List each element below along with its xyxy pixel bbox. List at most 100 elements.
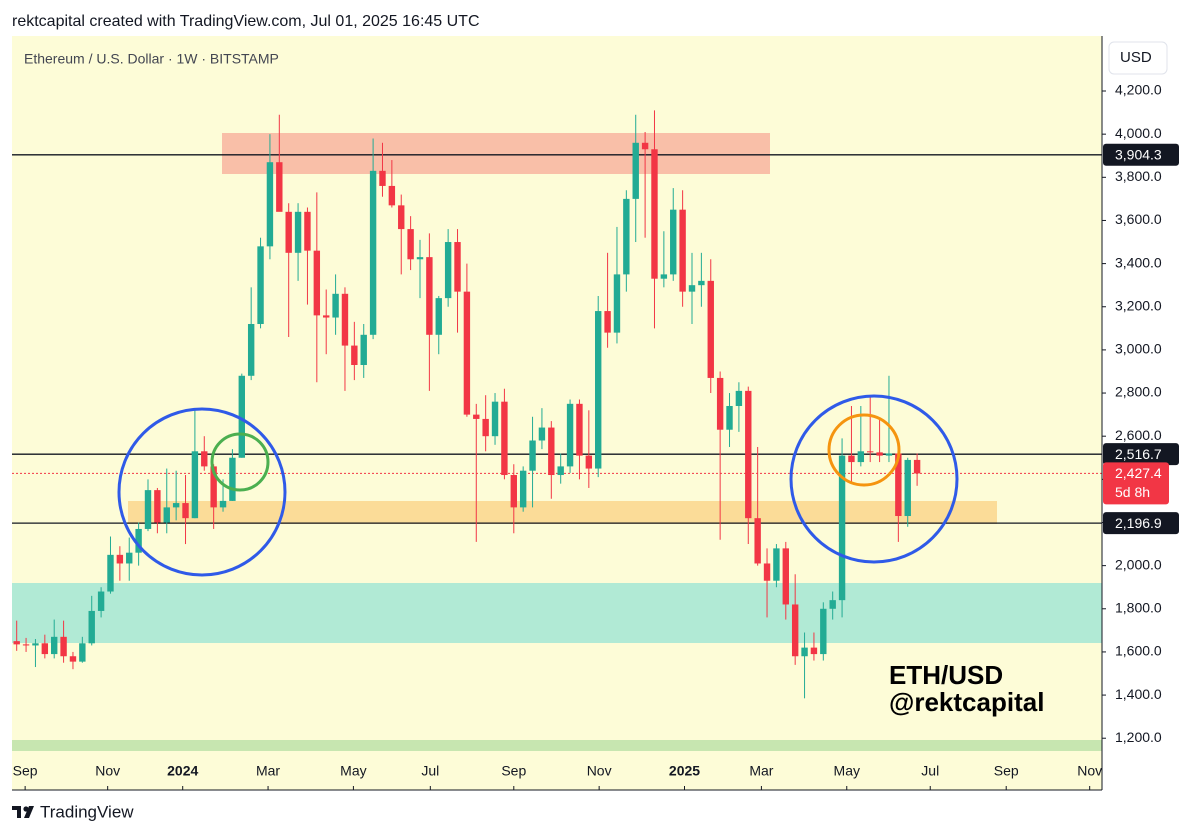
candle-body: [388, 185, 396, 206]
x-tick-label: Jul: [421, 763, 439, 779]
candle-body: [154, 490, 161, 523]
candle-body: [379, 170, 386, 186]
logo: [12, 806, 34, 818]
last-price-badge: [1103, 462, 1169, 505]
candle-body: [604, 311, 611, 333]
candle-body: [88, 610, 95, 644]
candle-body: [332, 293, 339, 318]
bottom-zone: [12, 740, 1102, 751]
candle-body: [754, 518, 761, 564]
candle-body: [276, 162, 283, 212]
candle-body: [876, 452, 883, 456]
demand-zone: [128, 501, 997, 524]
chart-title: Ethereum / U.S. Dollar · 1W · BITSTAMP: [24, 51, 279, 67]
y-tick-label: 2,000.0: [1115, 556, 1162, 572]
candle-body: [688, 285, 696, 292]
candle-body: [848, 455, 855, 463]
candle-body: [210, 466, 217, 508]
candle-body: [566, 403, 574, 467]
candle-body: [895, 453, 902, 517]
candle-body: [266, 162, 274, 247]
candle-body: [416, 257, 424, 260]
candle-body: [773, 548, 780, 581]
candle-body: [670, 209, 677, 275]
candle-body: [219, 500, 227, 508]
candle-body: [294, 211, 302, 253]
candle-body: [763, 563, 771, 581]
watermark: ETH/USD: [889, 660, 1003, 690]
currency-button[interactable]: [1108, 41, 1168, 75]
highlight-circle: [827, 413, 901, 487]
y-tick-label: 4,000.0: [1115, 125, 1162, 141]
x-tick-label: Sep: [501, 763, 526, 779]
candle-body: [557, 466, 564, 476]
level-label: 2,516.7: [1115, 446, 1162, 462]
candle-body: [191, 451, 199, 519]
x-tick-label: Mar: [256, 763, 280, 779]
candle-body: [576, 403, 583, 456]
highlight-circle: [117, 407, 287, 577]
candle-body: [22, 644, 30, 646]
candle-body: [782, 548, 789, 605]
candle-body: [144, 490, 152, 529]
candle-body: [735, 390, 743, 406]
candle-body: [510, 475, 517, 508]
x-tick-label: 2025: [669, 763, 700, 779]
countdown-label: 5d 8h: [1115, 484, 1150, 500]
candle-body: [745, 390, 752, 519]
candle-body: [810, 647, 818, 655]
candle-body: [313, 250, 321, 316]
candle-body: [829, 600, 836, 609]
candle-body: [548, 427, 555, 476]
candle-body: [238, 375, 245, 458]
candle-body: [351, 345, 358, 365]
candle-body: [585, 455, 593, 469]
candle-body: [304, 211, 311, 251]
y-tick-label: 1,600.0: [1115, 643, 1162, 659]
level-badge: [1103, 143, 1179, 166]
candle-body: [519, 470, 527, 508]
header: rektcapital created with TradingView.com…: [12, 13, 480, 30]
candle-body: [341, 293, 349, 346]
logo-part: [12, 806, 21, 810]
candle-body: [651, 149, 658, 279]
y-tick-label: 3,600.0: [1115, 211, 1162, 227]
candle-body: [116, 554, 124, 564]
y-tick-label: 3,800.0: [1115, 168, 1162, 184]
candle-body: [107, 554, 114, 592]
candle-body: [698, 280, 705, 286]
level-badge: [1103, 512, 1179, 535]
candle-body: [463, 291, 471, 415]
candle-body: [904, 459, 911, 517]
candle-body: [201, 451, 208, 467]
support-zone: [12, 583, 1102, 643]
candle-body: [13, 641, 20, 645]
x-tick-label: Nov: [95, 763, 120, 779]
candle-body: [79, 643, 86, 662]
x-tick-label: Nov: [587, 763, 612, 779]
x-tick-label: Mar: [749, 763, 773, 779]
candle-body: [482, 418, 489, 437]
candle-body: [641, 142, 649, 150]
candle-body: [707, 280, 714, 378]
level-label: 3,904.3: [1115, 147, 1162, 163]
candle-body: [135, 528, 142, 553]
logo-part: [17, 806, 21, 818]
y-tick-label: 1,400.0: [1115, 686, 1162, 702]
y-tick-label: 3,400.0: [1115, 254, 1162, 270]
candle-body: [369, 170, 377, 335]
candle-body: [172, 503, 180, 508]
candle-body: [791, 604, 799, 657]
candle-body: [41, 643, 49, 655]
candle-body: [491, 401, 499, 437]
candle-body: [454, 242, 461, 292]
candle-body: [229, 457, 236, 501]
candle-body: [126, 552, 133, 564]
candle-body: [163, 507, 170, 523]
candle-body: [444, 242, 452, 299]
x-tick-label: Jul: [921, 763, 939, 779]
x-tick-label: Nov: [1077, 763, 1102, 779]
candle-body: [407, 229, 414, 260]
resistance-zone: [222, 133, 770, 174]
logo-part: [24, 806, 34, 818]
